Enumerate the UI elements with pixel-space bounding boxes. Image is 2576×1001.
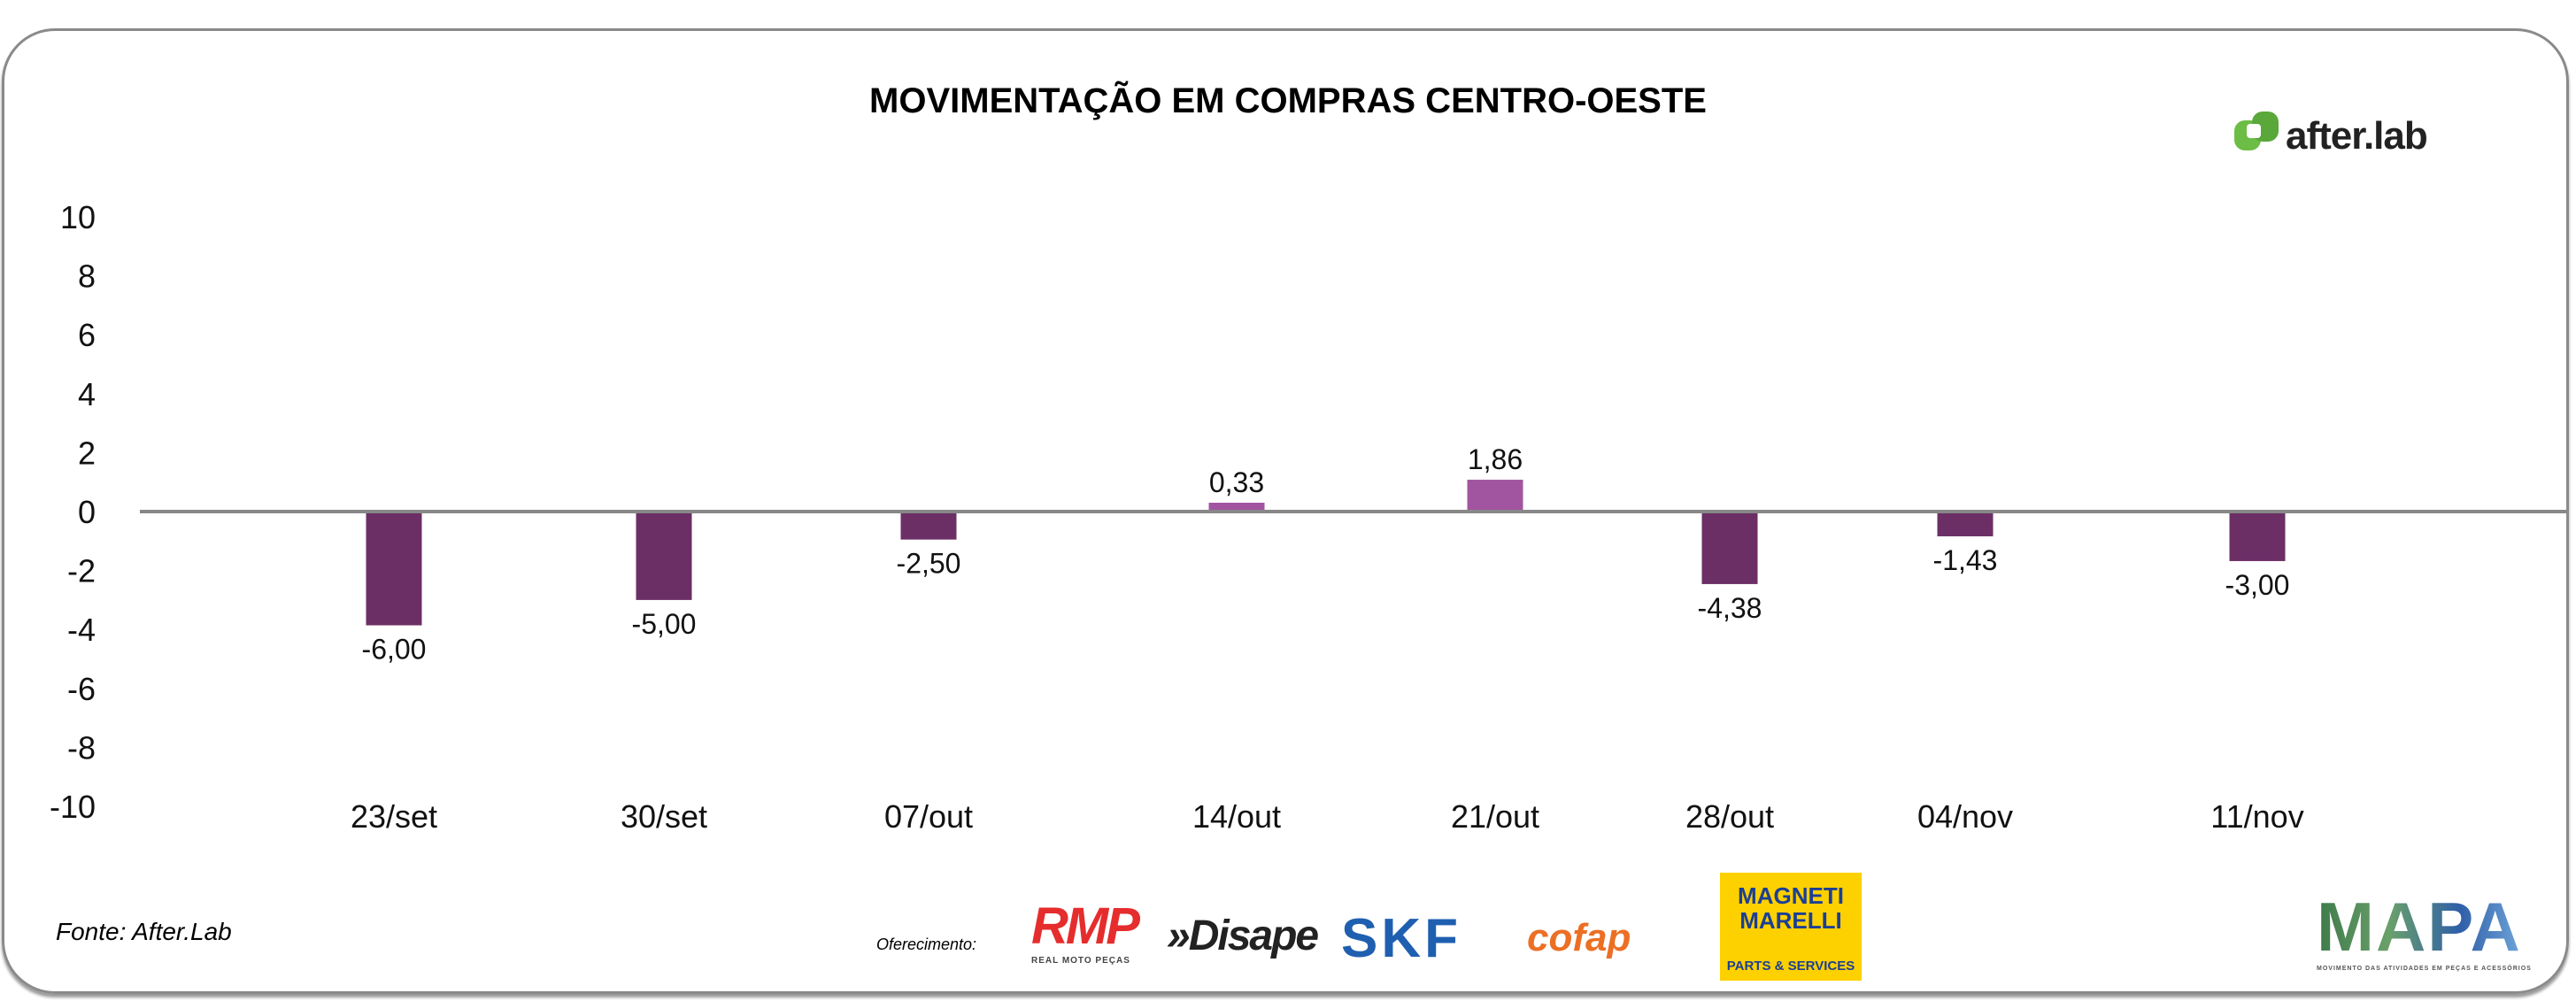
y-tick-label: -6: [67, 671, 96, 707]
y-tick-label: -2: [67, 553, 96, 589]
y-tick-label: -8: [67, 729, 96, 766]
y-tick-label: -10: [50, 789, 96, 825]
skf-logo: SKF: [1341, 908, 1462, 969]
chart-title: MOVIMENTAÇÃO EM COMPRAS CENTRO-OESTE: [869, 81, 1707, 120]
x-tick-label: 07/out: [884, 798, 973, 835]
cofap-logo: cofap: [1527, 916, 1631, 959]
x-tick-label: 14/out: [1192, 798, 1281, 835]
data-label: -6,00: [362, 634, 427, 666]
y-tick-label: -4: [67, 612, 96, 648]
bar: [366, 512, 422, 626]
offer-label: Oferecimento:: [876, 936, 977, 953]
data-label: -3,00: [2225, 569, 2290, 601]
rmp-logo: RMP REAL MOTO PEÇAS: [1031, 897, 1140, 966]
afterlab-wordmark: after.lab: [2286, 114, 2428, 158]
data-label: 0,33: [1209, 466, 1264, 498]
mm-subtitle: PARTS & SERVICES: [1726, 959, 1855, 974]
bar: [636, 512, 692, 600]
y-tick-label: 4: [78, 376, 96, 412]
y-tick-label: 10: [60, 199, 96, 235]
bar: [900, 512, 957, 540]
data-label: 1,86: [1468, 443, 1523, 475]
bar: [1208, 503, 1265, 512]
x-tick-label: 04/nov: [1917, 798, 2013, 835]
mm-wordmark: MAGNETI MARELLI: [1738, 882, 1844, 934]
rmp-subtitle: REAL MOTO PEÇAS: [1031, 956, 1130, 966]
data-label: -5,00: [632, 608, 697, 640]
bar: [1701, 512, 1758, 584]
afterlab-mark-icon: [2234, 112, 2279, 161]
y-tick-label: 8: [78, 258, 96, 295]
x-tick-label: 23/set: [351, 798, 437, 835]
y-tick-label: 2: [78, 435, 96, 471]
chart-frame: [2, 28, 2569, 994]
data-label: -4,38: [1698, 592, 1762, 624]
mapa-subtitle: MOVIMENTO DAS ATIVIDADES EM PEÇAS E ACES…: [2317, 966, 2532, 972]
mapa-logo: MAPA MOVIMENTO DAS ATIVIDADES EM PEÇAS E …: [2317, 892, 2532, 973]
x-tick-label: 30/set: [621, 798, 707, 835]
disape-logo: »Disape: [1167, 912, 1319, 959]
afterlab-logo: after.lab: [2234, 112, 2428, 161]
x-tick-label: 28/out: [1685, 798, 1774, 835]
data-label: -2,50: [897, 548, 961, 580]
data-label: -1,43: [1933, 544, 1998, 576]
x-tick-label: 11/nov: [2210, 798, 2303, 835]
y-tick-label: 0: [78, 494, 96, 530]
source-note: Fonte: After.Lab: [56, 918, 232, 945]
x-tick-label: 21/out: [1451, 798, 1539, 835]
bar: [2229, 512, 2286, 561]
bar: [1937, 512, 1994, 536]
bar: [1467, 480, 1523, 512]
magneti-marelli-logo: MAGNETI MARELLI PARTS & SERVICES: [1720, 873, 1862, 981]
rmp-wordmark: RMP: [1031, 897, 1140, 955]
mapa-wordmark: MAPA: [2317, 892, 2532, 961]
y-tick-label: 6: [78, 317, 96, 353]
